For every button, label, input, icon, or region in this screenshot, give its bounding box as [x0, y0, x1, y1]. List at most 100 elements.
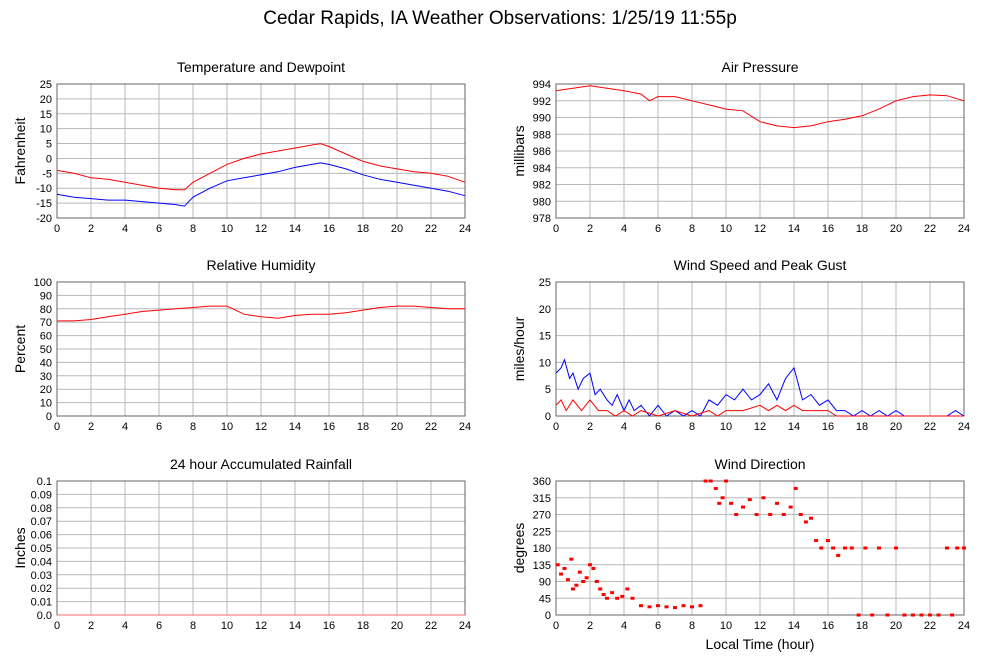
x-tick-label: 14 [289, 620, 301, 632]
y-tick-label: 270 [533, 510, 551, 522]
y-tick-label: 978 [533, 213, 551, 225]
y-tick-label: 60 [40, 331, 52, 343]
y-tick-label: 10 [40, 398, 52, 410]
x-tick-label: 8 [689, 223, 695, 235]
y-tick-label: 0.08 [31, 503, 52, 515]
data-point [798, 513, 803, 516]
x-tick-label: 0 [553, 620, 559, 632]
x-tick-label: 10 [720, 620, 732, 632]
x-tick-label: 4 [122, 223, 128, 235]
chart-title: Wind Direction [714, 456, 805, 472]
y-tick-label: 0.03 [31, 570, 52, 582]
x-tick-label: 4 [122, 421, 128, 433]
data-point [594, 580, 599, 583]
data-point [781, 513, 786, 516]
y-axis-label: Fahrenheit [12, 117, 28, 184]
x-tick-label: 16 [822, 223, 834, 235]
data-point [724, 479, 728, 483]
series-line [555, 358, 965, 417]
x-tick-label: 16 [822, 620, 834, 632]
y-tick-label: 0 [545, 411, 551, 423]
x-tick-label: 24 [958, 223, 970, 235]
chart-title: Wind Speed and Peak Gust [674, 257, 847, 273]
y-axis-label: millibars [511, 125, 527, 176]
y-tick-label: -20 [36, 213, 52, 225]
x-tick-label: 8 [190, 223, 196, 235]
data-point [720, 496, 725, 500]
data-point [610, 591, 615, 595]
data-point [734, 513, 739, 516]
data-point [584, 576, 589, 580]
data-point [647, 605, 652, 609]
data-point [945, 546, 949, 550]
data-point [708, 479, 713, 483]
x-tick-label: 4 [122, 620, 128, 632]
y-tick-label: 20 [40, 384, 52, 396]
data-point [849, 546, 854, 550]
x-tick-label: 16 [323, 421, 335, 433]
x-tick-label: 12 [255, 223, 267, 235]
x-tick-label: 16 [323, 223, 335, 235]
y-tick-label: -10 [36, 183, 52, 195]
data-point [620, 594, 625, 598]
y-tick-label: 0 [46, 153, 52, 165]
y-tick-label: 90 [539, 577, 551, 589]
y-tick-label: 0.06 [31, 530, 52, 542]
data-point [885, 613, 890, 617]
data-point [741, 505, 745, 509]
y-tick-label: 984 [533, 163, 551, 175]
data-point [601, 593, 606, 597]
y-tick-label: 360 [533, 476, 551, 488]
x-tick-label: 12 [255, 620, 267, 632]
y-axis-label: miles/hour [511, 316, 527, 381]
y-tick-label: 992 [533, 96, 551, 108]
x-tick-label: 22 [924, 223, 936, 235]
data-point [555, 563, 560, 567]
x-tick-label: 24 [958, 620, 970, 632]
x-tick-label: 2 [587, 620, 593, 632]
data-point [936, 613, 941, 617]
data-point [577, 570, 582, 574]
x-tick-label: 22 [425, 421, 437, 433]
data-point [605, 596, 609, 600]
y-tick-label: 30 [40, 371, 52, 383]
x-tick-label: 16 [822, 421, 834, 433]
x-tick-label: 8 [689, 421, 695, 433]
y-tick-label: -5 [42, 168, 52, 180]
x-tick-label: 6 [655, 421, 661, 433]
data-point [761, 496, 766, 500]
y-tick-label: 0.04 [31, 556, 52, 568]
data-point [831, 546, 836, 550]
y-tick-label: 988 [533, 129, 551, 141]
x-tick-label: 20 [890, 223, 902, 235]
x-tick-label: 18 [357, 223, 369, 235]
x-tick-label: 14 [788, 223, 800, 235]
data-point [877, 546, 881, 550]
chart-title: Air Pressure [721, 59, 798, 75]
x-tick-label: 22 [924, 620, 936, 632]
data-point [565, 578, 570, 582]
data-point [902, 613, 907, 617]
data-point [569, 557, 574, 561]
y-tick-label: 225 [533, 526, 551, 538]
x-tick-label: 4 [621, 620, 627, 632]
y-tick-label: 0 [545, 610, 551, 622]
data-point [747, 498, 752, 502]
y-tick-label: 982 [533, 180, 551, 192]
x-tick-label: 20 [391, 421, 403, 433]
y-tick-label: 90 [40, 290, 52, 302]
y-tick-label: 5 [46, 139, 52, 151]
page-title: Cedar Rapids, IA Weather Observations: 1… [263, 8, 737, 29]
data-point [809, 516, 813, 520]
y-tick-label: 0.1 [37, 476, 52, 488]
y-tick-label: 15 [40, 109, 52, 121]
data-point [698, 604, 703, 608]
data-point [793, 486, 798, 490]
x-tick-label: 20 [890, 620, 902, 632]
y-tick-label: 0.07 [31, 516, 52, 528]
data-point [803, 520, 808, 524]
y-tick-label: 100 [34, 277, 52, 289]
